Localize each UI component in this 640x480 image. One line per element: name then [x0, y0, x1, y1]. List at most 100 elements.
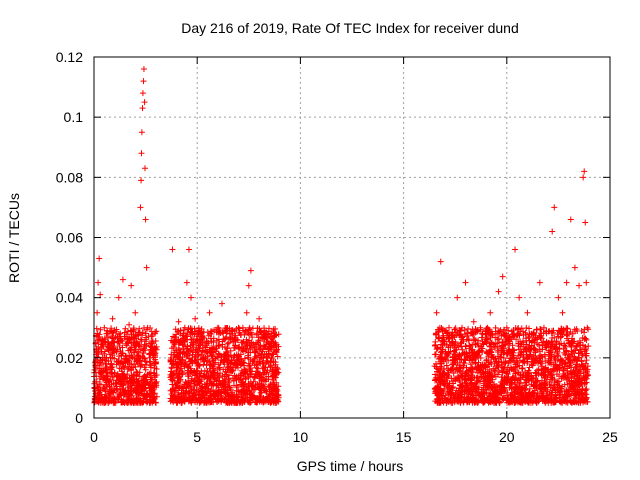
band-point [132, 333, 139, 340]
band-point [138, 361, 145, 368]
band-point [121, 388, 128, 395]
band-point [126, 352, 133, 359]
band-point [119, 344, 126, 351]
band-point [213, 337, 220, 344]
band-point [109, 338, 116, 345]
band-point [93, 349, 100, 356]
y-tick-label: 0.04 [56, 290, 83, 306]
band-point [126, 391, 133, 398]
x-tick-label: 15 [396, 429, 412, 445]
band-point [147, 399, 154, 406]
band-point [121, 364, 128, 371]
y-tick-label: 0 [75, 410, 83, 426]
band-point [147, 358, 154, 365]
band-point [273, 349, 280, 356]
band-point [139, 392, 146, 399]
band-point [117, 330, 124, 337]
band-point [137, 362, 144, 369]
band-point [119, 337, 126, 344]
band-point [112, 379, 119, 386]
band-point [142, 361, 149, 368]
band-point [98, 362, 105, 369]
band-point [99, 341, 106, 348]
band-point [124, 384, 131, 391]
band-point [152, 330, 159, 337]
band-point [131, 335, 138, 342]
band-point [110, 389, 117, 396]
band-point [128, 399, 135, 406]
band-point [143, 391, 150, 398]
band-point [114, 372, 121, 379]
band-point [111, 327, 118, 334]
band-point [153, 393, 160, 400]
x-axis-label: GPS time / hours [297, 458, 404, 474]
band-point [103, 364, 110, 371]
band-point [114, 385, 121, 392]
band-point [109, 347, 116, 354]
band-point [97, 326, 104, 333]
band-point [97, 399, 104, 406]
band-point [141, 372, 148, 379]
band-point [106, 398, 113, 405]
band-point [167, 398, 174, 405]
band-point [152, 337, 159, 344]
band-point [118, 381, 125, 388]
band-point [106, 329, 113, 336]
y-tick-label: 0.08 [56, 169, 83, 185]
band-point [102, 387, 109, 394]
band-point [150, 397, 157, 404]
band-point [132, 397, 139, 404]
band-point [113, 377, 120, 384]
band-point [141, 345, 148, 352]
y-tick-label: 0.02 [56, 350, 83, 366]
band-point [135, 331, 142, 338]
band-point [108, 328, 115, 335]
band-point [98, 337, 105, 344]
band-point [147, 346, 154, 353]
band-point [104, 375, 111, 382]
band-point [101, 374, 108, 381]
band-point [109, 332, 116, 339]
y-axis-label: ROTI / TECUs [6, 193, 22, 283]
band-point [146, 380, 153, 387]
band-point [138, 377, 145, 384]
band-point [125, 335, 132, 342]
band-point [130, 349, 137, 356]
band-point [118, 352, 125, 359]
band-point [114, 333, 121, 340]
band-point [148, 347, 155, 354]
band-point [124, 358, 131, 365]
x-tick-label: 10 [293, 429, 309, 445]
band-point [101, 338, 108, 345]
band-point [95, 386, 102, 393]
band-point [106, 342, 113, 349]
band-point [130, 328, 137, 335]
band-point [113, 361, 120, 368]
x-tick-label: 25 [602, 429, 618, 445]
band-point [120, 389, 127, 396]
band-point [149, 385, 156, 392]
band-point [91, 393, 98, 400]
band-point [110, 344, 117, 351]
band-point [125, 365, 132, 372]
band-point [193, 367, 200, 374]
band-point [97, 370, 104, 377]
band-point [92, 362, 99, 369]
band-point [136, 389, 143, 396]
band-point [142, 376, 149, 383]
band-point [147, 364, 154, 371]
y-tick-label: 0.06 [56, 230, 83, 246]
band-point [139, 386, 146, 393]
band-point [142, 398, 149, 405]
band-point [153, 365, 160, 372]
band-point [134, 380, 141, 387]
band-point [121, 379, 128, 386]
band-point [115, 338, 122, 345]
band-point [136, 343, 143, 350]
band-point [126, 378, 133, 385]
band-point [138, 382, 145, 389]
band-point [123, 353, 130, 360]
band-point [99, 395, 106, 402]
band-point [135, 383, 142, 390]
